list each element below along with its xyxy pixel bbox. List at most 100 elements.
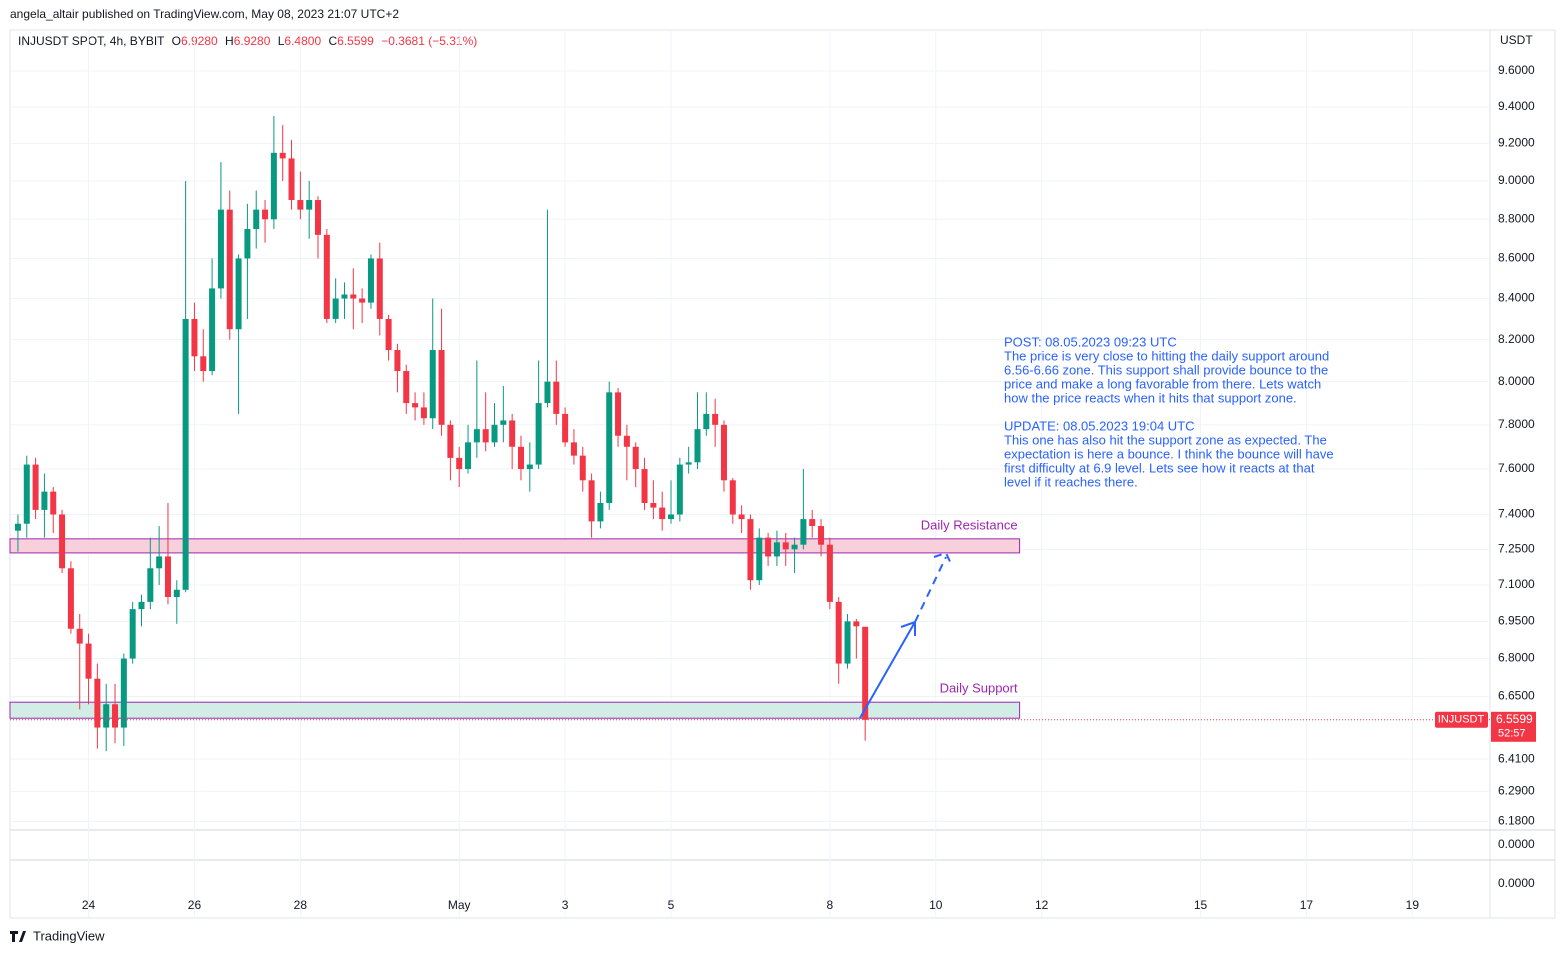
candle-body (835, 601, 842, 664)
x-tick-label: 15 (1194, 898, 1208, 912)
candle-body (782, 542, 789, 550)
x-tick-label: May (448, 898, 471, 912)
candle-body (606, 392, 613, 504)
candle-body (747, 519, 754, 581)
legend-value: 6.5599 (337, 34, 374, 48)
y-tick-label: 8.8000 (1498, 211, 1535, 225)
candle-body (279, 152, 286, 159)
y-tick-label: 6.8000 (1498, 651, 1535, 665)
y-tick-label: 8.0000 (1498, 374, 1535, 388)
candle-body (800, 519, 807, 545)
candle-body (359, 298, 366, 303)
candle-body (156, 556, 163, 569)
candle-body (297, 200, 304, 210)
note-line: price and make a long favorable from the… (1004, 376, 1321, 391)
candle-body (367, 258, 374, 303)
candle-body (385, 318, 392, 351)
candle-body (332, 298, 339, 319)
arrow-head (933, 551, 953, 567)
candle-body (350, 294, 357, 299)
candle-body (173, 589, 180, 598)
candle-body (103, 704, 110, 728)
candle-body (844, 621, 851, 664)
candle-body (712, 413, 719, 425)
candle-body (420, 407, 427, 419)
symbol-label: INJUSDT (1438, 714, 1485, 726)
candle-body (94, 678, 101, 728)
candle-body (703, 413, 710, 430)
candle-body (685, 462, 692, 465)
candle-body (244, 228, 251, 259)
candle-body (76, 628, 83, 644)
candle-body (270, 152, 277, 220)
candle-body (632, 446, 639, 470)
candle-body (668, 514, 675, 520)
frame (9, 29, 1556, 919)
y-tick-label: 7.6000 (1498, 461, 1535, 475)
grid (10, 30, 1490, 918)
pane-tick-label: 0.0000 (1498, 876, 1535, 890)
candle-body (447, 424, 454, 458)
y-tick-label: 8.2000 (1498, 332, 1535, 346)
legend-value: 6.9280 (234, 34, 271, 48)
candle-body (597, 503, 604, 522)
axes: 9.6000 9.4000 9.2000 9.0000 8.8000 8.6000 8.40… (82, 63, 1536, 912)
candle-body (147, 568, 154, 602)
x-tick-label: 8 (827, 898, 834, 912)
symbol-box (1435, 711, 1488, 728)
legend-label: H (225, 34, 234, 48)
candle-body (120, 658, 127, 728)
x-tick-label: 24 (82, 898, 96, 912)
candle-body (623, 435, 630, 447)
candle-body (394, 350, 401, 372)
candle-body (756, 537, 763, 581)
candle-body (438, 350, 445, 425)
candle-body (138, 601, 145, 610)
candle-body (341, 294, 348, 299)
candle-body (209, 288, 216, 372)
x-tick-label: 19 (1406, 898, 1420, 912)
candle-body (288, 158, 295, 201)
candles (10, 115, 1490, 752)
legend-label: O (172, 34, 181, 48)
candle-body (791, 544, 798, 550)
candle-body (659, 507, 666, 520)
y-tick-label: 7.1000 (1498, 577, 1535, 591)
x-tick-label: 5 (668, 898, 675, 912)
candle-body (14, 523, 21, 531)
y-tick-label: 9.6000 (1498, 63, 1535, 77)
candle-body (376, 258, 383, 319)
candle-body (720, 424, 727, 481)
candle-body (456, 457, 463, 470)
candle-body (517, 446, 524, 470)
currency: USDT (1500, 33, 1533, 47)
price-label: 6.5599 (1496, 712, 1533, 726)
arrow-solid (859, 621, 916, 719)
candle-body (253, 209, 260, 229)
candle-body (765, 537, 772, 557)
symbol: INJUSDT SPOT, 4h, BYBIT (18, 34, 165, 48)
countdown: 52:57 (1498, 728, 1526, 740)
x-tick-label: 10 (929, 898, 943, 912)
candle-body (562, 413, 569, 443)
candle-body (59, 514, 66, 569)
legend-label: L (278, 34, 285, 48)
candle-body (579, 455, 586, 481)
y-tick-label: 7.4000 (1498, 507, 1535, 521)
y-tick-label: 7.8000 (1498, 417, 1535, 431)
candle-body (465, 442, 472, 470)
candle-body (641, 469, 648, 504)
y-tick-label: 6.4100 (1498, 751, 1535, 765)
candle-body (112, 704, 119, 728)
note-line: This one has also hit the support zone a… (1004, 432, 1327, 447)
candle-body (429, 350, 436, 419)
legend: INJUSDT SPOT, 4h, BYBIT O6.9280 H6.9280 … (18, 34, 477, 48)
candle-body (200, 356, 207, 372)
candle-body (526, 464, 533, 470)
x-tick-label: 26 (188, 898, 202, 912)
candle-body (262, 209, 269, 220)
note-line: first difficulty at 6.9 level. Lets see … (1004, 460, 1315, 475)
candle-body (235, 258, 242, 330)
y-tick-label: 9.4000 (1498, 99, 1535, 113)
